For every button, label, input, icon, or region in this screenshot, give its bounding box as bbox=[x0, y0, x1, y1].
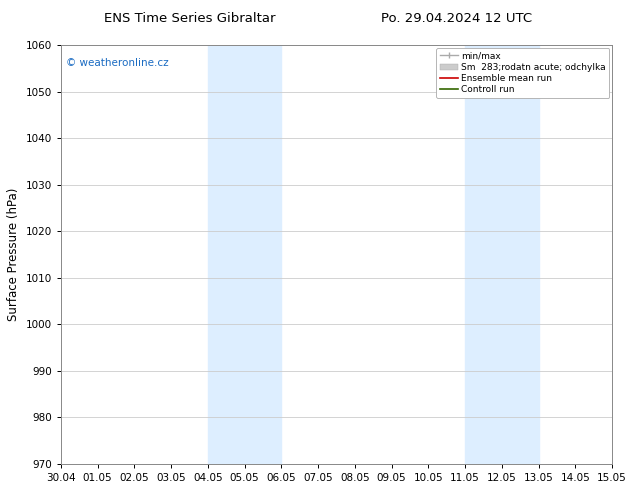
Bar bbox=[465, 45, 539, 464]
Y-axis label: Surface Pressure (hPa): Surface Pressure (hPa) bbox=[7, 188, 20, 321]
Text: Po. 29.04.2024 12 UTC: Po. 29.04.2024 12 UTC bbox=[381, 12, 532, 25]
Text: ENS Time Series Gibraltar: ENS Time Series Gibraltar bbox=[105, 12, 276, 25]
Legend: min/max, Sm  283;rodatn acute; odchylka, Ensemble mean run, Controll run: min/max, Sm 283;rodatn acute; odchylka, … bbox=[436, 48, 609, 98]
Bar bbox=[208, 45, 281, 464]
Text: © weatheronline.cz: © weatheronline.cz bbox=[67, 58, 169, 68]
